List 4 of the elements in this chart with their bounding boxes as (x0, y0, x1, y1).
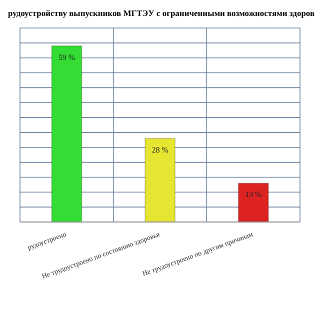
data-label: 59 % (58, 52, 76, 62)
data-label: 13 % (245, 190, 262, 200)
data-label: 28 % (152, 145, 169, 154)
chart-title: рудоустройству выпускников МГТЭУ с ограниченными возможностями здоров (8, 8, 315, 18)
